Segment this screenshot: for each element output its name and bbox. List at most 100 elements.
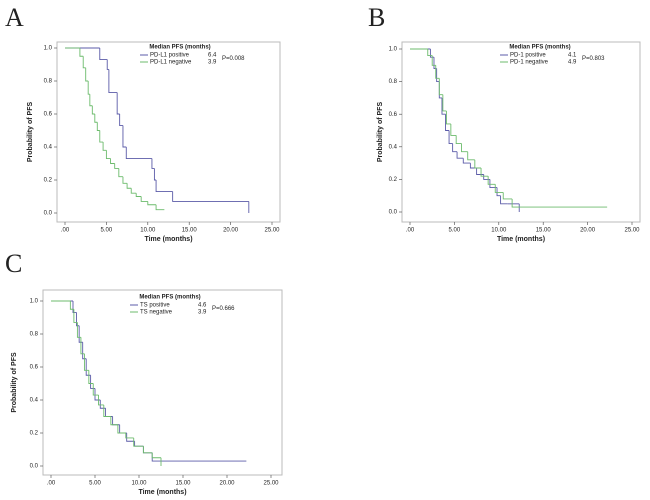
km-step [455,135,462,144]
legend-label: TS positive [140,303,170,309]
km-step [80,337,85,355]
km-step [98,395,104,406]
legend-title: Median PFS (months) [149,45,210,51]
km-step [122,176,128,184]
panel: A 0.0 0.2 0.4 0.6 0.8 1.0 .00 5.00 10.00 15.00 20.0… [5,3,281,243]
km-step [496,187,501,197]
km-step [441,97,446,115]
km-step [445,114,450,131]
legend-label: PD-1 negative [510,60,549,66]
x-tick-label: 25.00 [263,481,279,487]
y-tick-label: 0.2 [44,178,53,184]
km-step [88,370,94,384]
y-tick-label: 0.0 [30,464,39,470]
km-step [125,147,152,159]
legend-median: 4.6 [198,303,207,309]
legend-label: PD-1 positive [510,53,546,59]
x-tick-label: .00 [61,228,70,234]
x-tick-label: 20.00 [223,228,239,234]
plot-frame [56,41,281,223]
km-step [110,416,118,426]
km-step [155,204,165,211]
km-step [445,110,451,125]
panel-label: C [5,249,22,278]
km-step [92,383,99,396]
y-tick-label: 0.4 [44,145,53,151]
x-tick-label: 10.00 [140,228,156,234]
x-tick-label: 10.00 [131,481,147,487]
km-step [140,196,148,202]
km-step [467,151,475,161]
y-tick-label: 0.8 [44,79,53,85]
x-axis-label: Time (months) [497,236,545,243]
km-step [72,301,77,313]
km-step [83,353,89,371]
x-axis-label: Time (months) [138,489,186,496]
km-step [82,342,87,360]
y-tick-label: 0.6 [30,365,39,371]
km-step [489,179,498,188]
legend-label: PD-L1 positive [150,53,190,59]
km-step [147,201,157,206]
x-tick-label: 15.00 [182,228,198,234]
km-step [500,195,508,205]
km-step [119,114,123,126]
panel-label: A [5,3,24,32]
legend-median: 6.4 [208,53,217,59]
km-step [69,301,74,310]
panel: B 0.0 0.2 0.4 0.6 0.8 1.0 .00 5.00 10.00 15.00 20.0… [368,3,641,243]
x-tick-label: 25.00 [624,228,640,234]
km-step [427,49,433,56]
x-tick-label: 5.00 [101,228,113,234]
km-step [87,81,90,95]
x-tick-label: 5.00 [449,228,461,234]
y-tick-label: 0.6 [389,112,398,118]
km-step [99,48,108,60]
km-step [480,167,489,177]
legend-title: Median PFS (months) [139,295,200,301]
legend-median: 3.9 [208,60,217,66]
x-tick-label: 15.00 [536,228,552,234]
legend-median: 3.9 [198,310,207,316]
x-tick-label: 5.00 [89,481,101,487]
km-step [155,180,173,192]
km-step [110,158,115,164]
km-step [135,193,142,197]
km-step [94,114,98,123]
x-tick-label: 20.00 [580,228,596,234]
km-step [151,452,161,459]
x-tick-label: 10.00 [491,228,507,234]
y-axis-label: Probability of PFS [11,352,18,413]
panel-label: B [368,3,385,32]
p-value: P=0.666 [212,306,235,312]
y-tick-label: 0.6 [44,112,53,118]
x-tick-label: 15.00 [175,481,191,487]
km-step [494,184,504,193]
km-step [172,191,249,202]
legend-label: TS negative [140,310,173,316]
km-step [85,67,89,82]
km-step [102,142,107,151]
km-step [73,309,78,323]
y-tick-label: 1.0 [44,46,53,52]
km-step [116,92,120,115]
y-tick-label: 0.4 [30,398,39,404]
y-tick-label: 0.8 [389,79,398,85]
km-step [456,151,464,159]
km-step [511,198,608,208]
plot-frame [42,289,283,476]
x-tick-label: 25.00 [264,228,280,234]
y-tick-label: 0.4 [389,144,398,150]
km-step [122,125,127,148]
km-step [442,94,447,112]
legend-title: Median PFS (months) [509,45,570,51]
x-tick-label: .00 [47,481,56,487]
km-step [106,59,109,70]
km-step [76,322,81,338]
km-step [79,48,84,57]
y-axis-label: Probability of PFS [27,102,34,163]
km-step [133,437,144,447]
km-step [126,183,132,189]
km-step [450,123,457,136]
